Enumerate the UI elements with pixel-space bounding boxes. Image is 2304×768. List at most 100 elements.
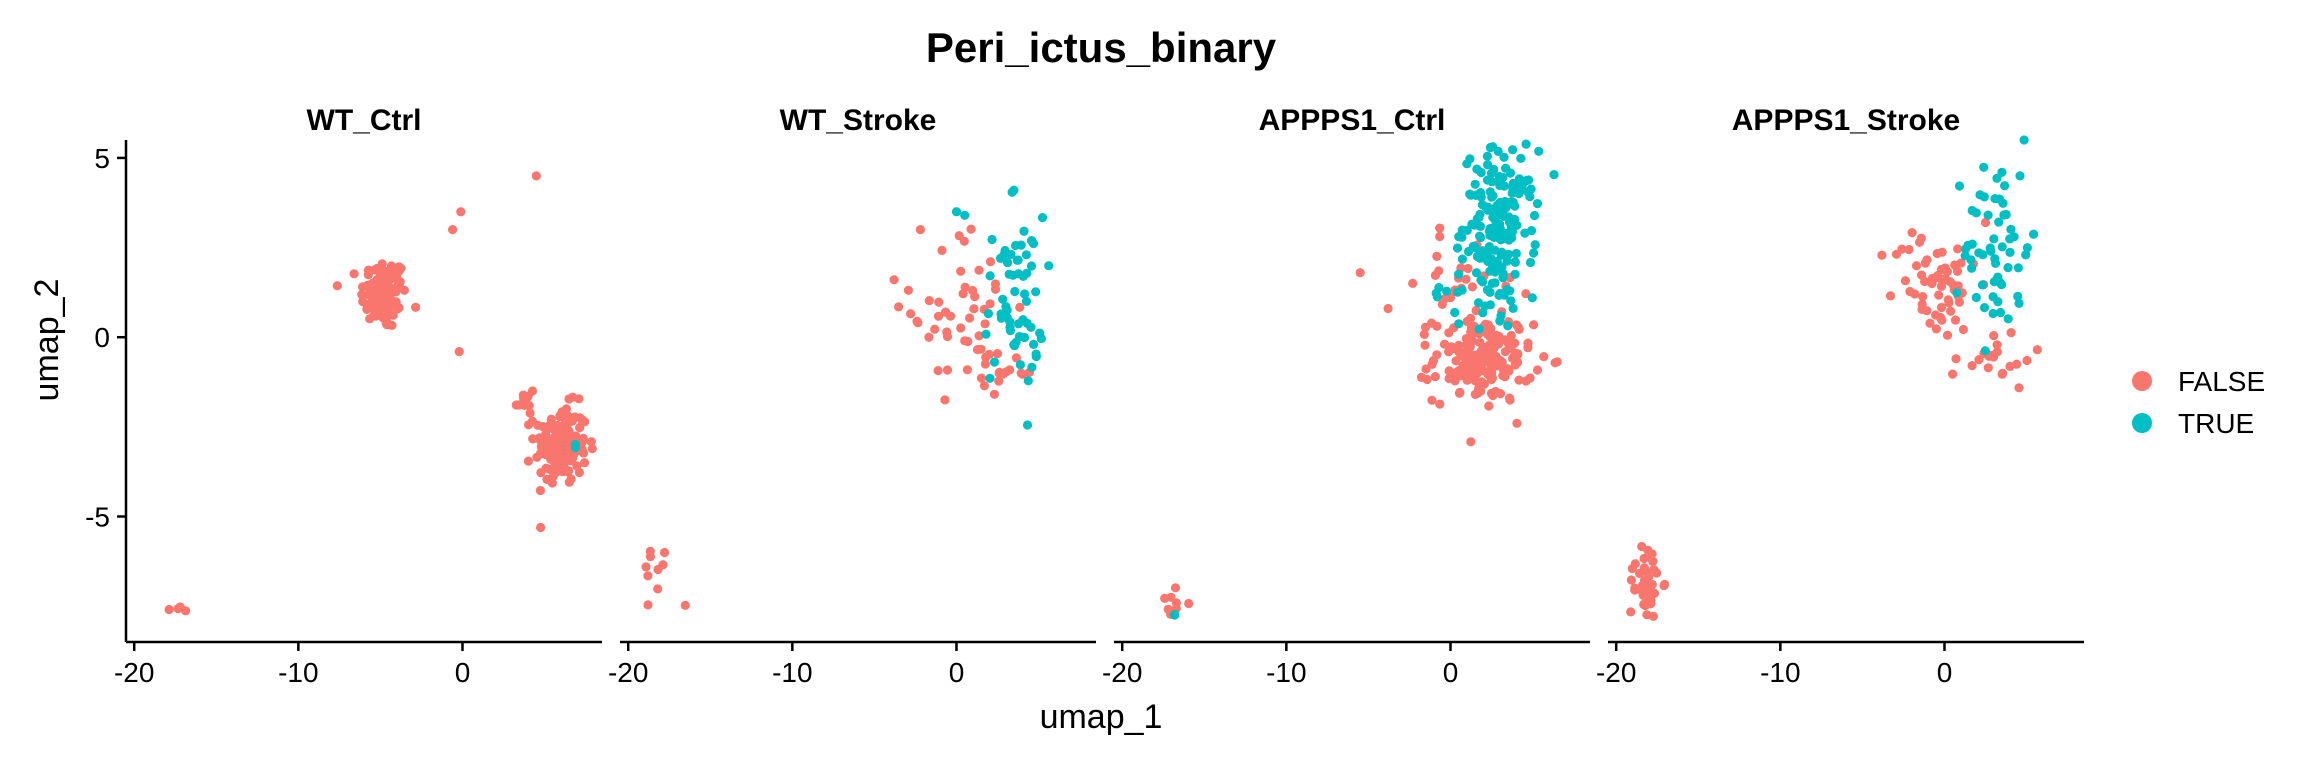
data-point-true: [1490, 245, 1500, 255]
data-point-false: [536, 468, 546, 478]
data-point-true: [1516, 153, 1526, 163]
data-point-true: [1026, 261, 1037, 271]
data-point-false: [1468, 336, 1478, 346]
data-point-false: [379, 267, 390, 277]
data-point-true: [1452, 287, 1463, 297]
data-point-true: [1490, 262, 1500, 273]
data-point-false: [1456, 349, 1466, 359]
data-point-true: [1470, 179, 1480, 189]
data-point-true: [1532, 199, 1543, 209]
data-point-true: [1530, 240, 1540, 250]
data-point-false: [1550, 358, 1560, 368]
data-point-true: [1510, 269, 1520, 279]
data-point-true: [1009, 185, 1019, 195]
data-point-true: [1495, 288, 1505, 298]
data-point-true: [1497, 250, 1507, 260]
facet-label: WT_Stroke: [780, 104, 937, 137]
data-point-true: [1003, 258, 1013, 268]
data-point-false: [396, 263, 406, 273]
data-point-false: [889, 275, 899, 285]
facet-panels: WT_Ctrl-20 -10 050-5WT_Stroke-20 -10 0APPPS1…: [85, 104, 2084, 688]
data-point-true: [1463, 246, 1474, 257]
data-point-false: [894, 302, 904, 312]
data-point-false: [958, 289, 968, 299]
data-point-false: [1474, 382, 1484, 392]
data-point-false: [990, 279, 1001, 289]
data-point-true: [1478, 308, 1488, 318]
data-point-true: [1009, 340, 1019, 350]
data-point-true: [1018, 315, 1028, 325]
data-point-false: [956, 266, 966, 276]
data-point-true: [1495, 180, 1505, 191]
data-point-false: [1467, 361, 1477, 371]
data-point-true: [1031, 287, 1041, 297]
data-point-true: [1503, 321, 1513, 331]
data-point-true: [1498, 172, 1508, 182]
data-point-false: [1950, 315, 1961, 325]
data-point-true: [1529, 248, 1539, 258]
data-point-false: [1523, 338, 1533, 348]
data-point-false: [965, 313, 975, 323]
data-point-true: [1485, 300, 1495, 310]
data-point-false: [1989, 331, 1999, 341]
x-tick-label: -10: [1760, 657, 1800, 688]
data-point-true: [1954, 181, 1965, 191]
data-point-false: [387, 320, 397, 330]
data-point-false: [1491, 361, 1501, 371]
data-point-true: [2029, 229, 2039, 239]
data-point-true: [1467, 219, 1477, 229]
data-point-false: [659, 547, 670, 558]
data-point-false: [930, 324, 940, 334]
data-point-true: [1496, 311, 1506, 321]
data-point-false: [1983, 363, 1993, 373]
data-point-false: [643, 571, 653, 581]
data-point-false: [1470, 389, 1480, 399]
data-point-false: [974, 331, 984, 341]
data-point-true: [1986, 246, 1996, 256]
data-point-false: [1486, 388, 1497, 398]
data-point-true: [1031, 349, 1041, 359]
data-point-false: [358, 296, 368, 307]
data-point-false: [1466, 437, 1476, 447]
data-point-true: [2022, 243, 2032, 253]
data-point-false: [1171, 598, 1181, 608]
data-point-false: [1891, 249, 1902, 259]
data-point-false: [399, 285, 409, 295]
data-point-true: [1000, 245, 1010, 256]
data-point-false: [1504, 366, 1514, 376]
data-point-false: [1916, 233, 1926, 243]
data-point-true: [2021, 250, 2031, 260]
data-point-false: [1495, 389, 1506, 399]
data-point-false: [2014, 383, 2024, 393]
y-tick-label: 5: [94, 143, 110, 174]
data-point-false: [933, 311, 944, 321]
data-point-false: [1430, 372, 1440, 382]
data-point-false: [989, 389, 1000, 399]
data-point-false: [393, 304, 403, 314]
data-point-true: [1493, 146, 1503, 156]
data-point-true: [1993, 297, 2003, 307]
data-point-false: [559, 459, 569, 469]
data-point-false: [2032, 345, 2042, 355]
data-point-false: [1639, 578, 1649, 588]
data-point-true: [1506, 197, 1516, 207]
data-point-true: [1431, 288, 1441, 298]
data-point-true: [1980, 346, 1990, 356]
data-point-true: [1521, 139, 1531, 149]
data-point-true: [1478, 277, 1488, 287]
data-point-false: [1421, 364, 1431, 374]
data-point-false: [969, 304, 979, 314]
data-point-false: [1514, 375, 1524, 385]
data-point-false: [557, 422, 567, 432]
y-axis-label: umap_2: [28, 279, 66, 402]
data-point-false: [1948, 280, 1958, 290]
data-point-false: [456, 207, 466, 217]
data-point-false: [1432, 350, 1442, 360]
data-point-false: [1951, 354, 1961, 364]
data-point-true: [1508, 303, 1518, 313]
data-point-false: [1877, 250, 1887, 260]
data-point-false: [1937, 315, 1947, 325]
data-point-true: [1022, 420, 1033, 430]
data-point-false: [1539, 352, 1549, 362]
